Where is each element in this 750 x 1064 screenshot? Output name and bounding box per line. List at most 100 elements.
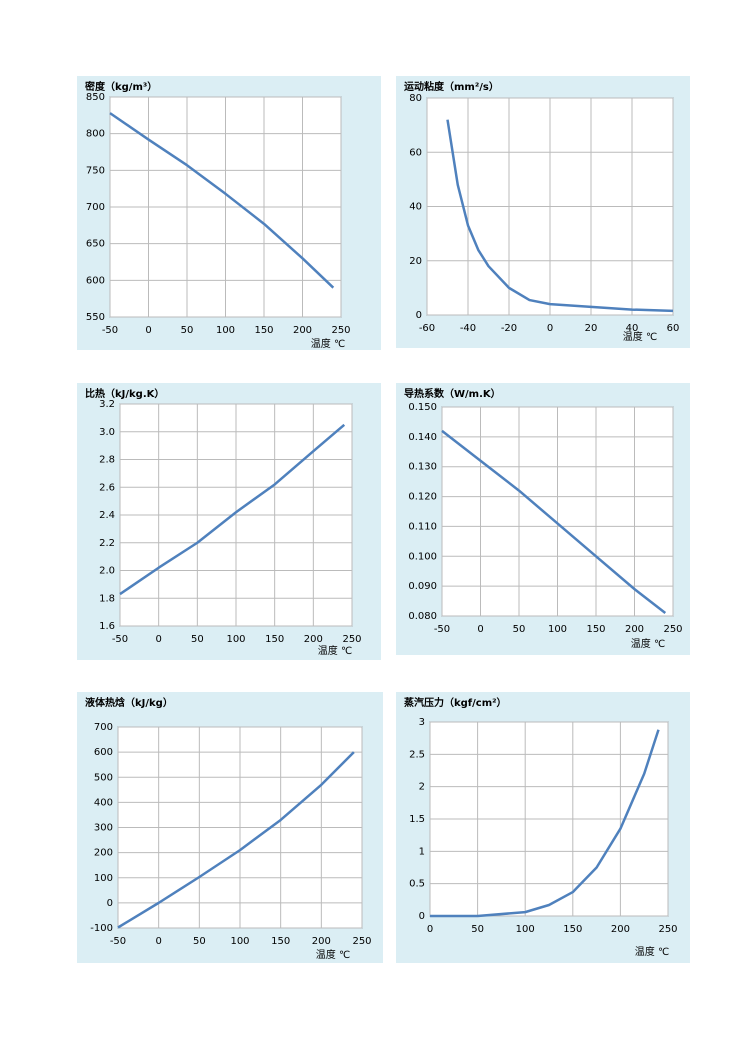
- x-tick-label: 150: [563, 924, 582, 935]
- x-tick-label: 150: [586, 624, 605, 635]
- x-tick-label: 150: [271, 936, 290, 947]
- x-tick-label: 20: [585, 323, 598, 334]
- y-tick-label: 0.130: [408, 462, 437, 473]
- y-tick-label: 1.8: [99, 593, 115, 604]
- x-tick-label: 50: [513, 624, 526, 635]
- x-tick-label: 0: [145, 325, 151, 336]
- y-tick-label: 1: [419, 846, 425, 857]
- x-tick-label: 200: [625, 624, 644, 635]
- chart-title: 密度（kg/m³）: [85, 80, 157, 93]
- y-tick-label: 0.090: [408, 581, 437, 592]
- x-tick-label: 100: [230, 936, 249, 947]
- y-tick-label: 0.150: [408, 402, 437, 413]
- x-tick-label: -50: [102, 325, 118, 336]
- x-tick-label: 0: [477, 624, 483, 635]
- y-tick-label: 2.8: [99, 455, 115, 466]
- data-line: [117, 751, 355, 929]
- y-tick-label: 700: [86, 202, 105, 213]
- x-tick-label: 150: [265, 634, 284, 645]
- x-axis-label: 温度 ℃: [635, 945, 669, 958]
- x-tick-label: 200: [304, 634, 323, 645]
- chart-title: 蒸汽压力（kgf/cm²）: [404, 696, 507, 709]
- y-tick-label: 20: [409, 256, 422, 267]
- x-tick-label: 250: [663, 624, 682, 635]
- x-tick-label: 50: [193, 936, 206, 947]
- y-tick-label: 2.2: [99, 538, 115, 549]
- y-tick-label: 500: [94, 772, 113, 783]
- y-tick-label: 1.5: [409, 814, 425, 825]
- x-tick-label: 40: [626, 323, 639, 334]
- y-tick-label: 600: [86, 275, 105, 286]
- x-axis-label: 温度 ℃: [311, 337, 345, 350]
- y-tick-label: 0.100: [408, 551, 437, 562]
- x-axis-label: 温度 ℃: [316, 948, 350, 961]
- x-tick-label: 0: [155, 936, 161, 947]
- x-tick-label: 100: [516, 924, 535, 935]
- x-tick-label: -20: [501, 323, 517, 334]
- x-axis-label: 温度 ℃: [318, 644, 352, 657]
- y-tick-label: 100: [94, 873, 113, 884]
- y-tick-label: 600: [94, 747, 113, 758]
- y-tick-label: 0.140: [408, 432, 437, 443]
- x-tick-label: -60: [419, 323, 435, 334]
- y-tick-label: 1.6: [99, 621, 115, 632]
- chart-title: 比热（kJ/kg.K）: [85, 387, 164, 400]
- x-tick-label: 50: [471, 924, 484, 935]
- y-tick-label: 0.080: [408, 611, 437, 622]
- data-line: [119, 423, 346, 596]
- x-tick-label: 100: [226, 634, 245, 645]
- x-tick-label: 100: [548, 624, 567, 635]
- y-tick-label: 0: [416, 310, 422, 321]
- y-tick-label: 0: [419, 911, 425, 922]
- y-tick-label: 2.6: [99, 482, 115, 493]
- y-tick-label: 650: [86, 239, 105, 250]
- x-tick-label: 150: [254, 325, 273, 336]
- x-tick-label: -50: [110, 936, 126, 947]
- y-tick-label: 300: [94, 823, 113, 834]
- x-tick-label: 200: [312, 936, 331, 947]
- y-tick-label: 800: [86, 129, 105, 140]
- x-tick-label: 100: [216, 325, 235, 336]
- x-tick-label: 0: [427, 924, 433, 935]
- y-tick-label: -100: [90, 923, 113, 934]
- x-tick-label: -50: [434, 624, 450, 635]
- data-line: [109, 112, 335, 289]
- x-tick-label: 0: [547, 323, 553, 334]
- x-tick-label: -40: [460, 323, 476, 334]
- y-tick-label: 400: [94, 797, 113, 808]
- chart-title: 运动粘度（mm²/s）: [404, 80, 499, 93]
- y-tick-label: 550: [86, 312, 105, 323]
- x-tick-label: 250: [331, 325, 350, 336]
- y-tick-label: 750: [86, 165, 105, 176]
- y-tick-label: 2: [419, 782, 425, 793]
- x-tick-label: 200: [293, 325, 312, 336]
- x-tick-label: 250: [658, 924, 677, 935]
- data-line: [446, 119, 674, 313]
- x-tick-label: 60: [667, 323, 680, 334]
- x-tick-label: 200: [611, 924, 630, 935]
- y-tick-label: 0: [107, 898, 113, 909]
- y-tick-label: 3: [419, 717, 425, 728]
- x-tick-label: 50: [191, 634, 204, 645]
- y-tick-label: 0.120: [408, 492, 437, 503]
- y-tick-label: 2.0: [99, 566, 115, 577]
- data-line: [430, 729, 660, 918]
- y-tick-label: 700: [94, 722, 113, 733]
- y-tick-label: 0.5: [409, 879, 425, 890]
- y-tick-label: 850: [86, 92, 105, 103]
- y-tick-label: 200: [94, 848, 113, 859]
- data-line: [441, 429, 667, 615]
- chart-title: 液体热焓（kJ/kg）: [85, 696, 173, 709]
- x-tick-label: 50: [181, 325, 194, 336]
- y-tick-label: 80: [409, 93, 422, 104]
- x-axis-label: 温度 ℃: [623, 330, 657, 343]
- y-tick-label: 2.4: [99, 510, 115, 521]
- x-axis-label: 温度 ℃: [631, 637, 665, 650]
- y-tick-label: 2.5: [409, 749, 425, 760]
- y-tick-label: 60: [409, 147, 422, 158]
- x-tick-label: 250: [342, 634, 361, 645]
- y-tick-label: 3.2: [99, 399, 115, 410]
- y-tick-label: 40: [409, 202, 422, 213]
- x-tick-label: 250: [352, 936, 371, 947]
